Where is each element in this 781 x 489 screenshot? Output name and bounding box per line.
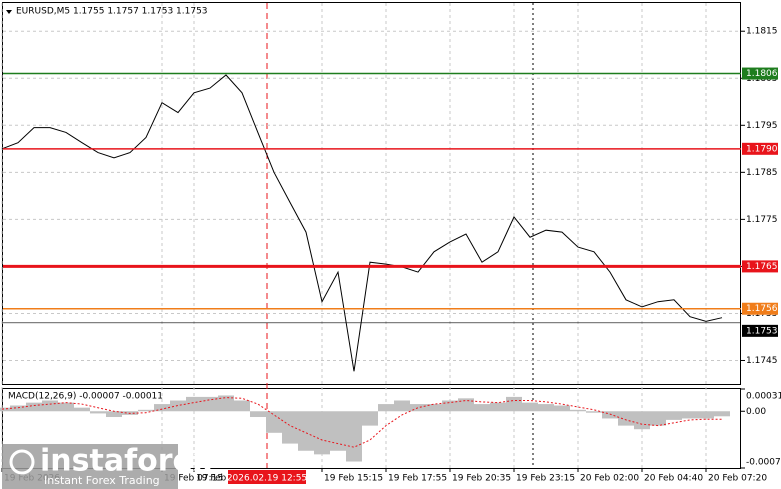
- macd-bar: [474, 404, 490, 412]
- level-label: 1.1753: [746, 326, 778, 336]
- x-tick-label: 19 Feb 23:15: [516, 474, 575, 484]
- y-tick-label: 0.00: [746, 407, 766, 417]
- x-tick-label: 19 Feb 15:15: [324, 474, 383, 484]
- macd-bar: [26, 402, 42, 412]
- crosshair-label: 2026.02.19 12:55: [227, 474, 307, 484]
- y-tick-label: 1.1785: [746, 168, 778, 178]
- macd-bar: [666, 411, 682, 420]
- macd-bar: [586, 411, 602, 413]
- macd-bar: [218, 395, 234, 412]
- level-box: [742, 324, 778, 337]
- y-tick-label: 1.1795: [746, 121, 778, 131]
- macd-bar: [442, 400, 458, 412]
- macd-bar: [314, 411, 330, 455]
- macd-bar: [330, 411, 346, 451]
- macd-bar: [554, 405, 570, 412]
- macd-bar: [538, 404, 554, 412]
- level-box: [742, 67, 778, 80]
- macd-bar: [74, 407, 90, 412]
- macd-bar: [634, 411, 650, 430]
- y-tick-label: -0.00079: [746, 458, 781, 468]
- watermark-brand: instaforex: [40, 444, 212, 479]
- level-box: [742, 260, 778, 273]
- macd-bar: [170, 400, 186, 412]
- macd-bar: [234, 400, 250, 412]
- y-tick-label: 0.00031: [746, 392, 781, 402]
- macd-signal: [1, 397, 722, 448]
- watermark-tagline: Instant Forex Trading: [44, 474, 160, 487]
- macd-bar: [266, 411, 282, 433]
- level-label: 1.1806: [746, 69, 778, 79]
- price-line: [1, 74, 723, 372]
- macd-bar: [250, 411, 266, 418]
- macd-bar: [490, 402, 506, 412]
- macd-bar: [458, 398, 474, 412]
- level-label: 1.1790: [746, 144, 778, 154]
- crosshair-box: [228, 470, 306, 484]
- level-box: [742, 302, 778, 315]
- macd-bar: [602, 411, 618, 419]
- macd-bar: [282, 411, 298, 444]
- macd-title: MACD(12,26,9) -0.00007 -0.00011: [8, 392, 163, 402]
- macd-bar: [362, 411, 378, 426]
- chart-title: EURUSD,M5 1.1755 1.1757 1.1753 1.1753: [16, 7, 208, 17]
- x-tick-label: 20 Feb 02:00: [580, 474, 639, 484]
- macd-bar: [154, 404, 170, 412]
- macd-bar: [522, 402, 538, 412]
- macd-bar: [378, 404, 394, 412]
- macd-bar: [618, 411, 634, 426]
- macd-bar: [42, 400, 58, 412]
- macd-bar: [138, 409, 154, 412]
- macd-bar: [570, 409, 586, 412]
- macd-bar: [410, 404, 426, 412]
- price-panel: [2, 2, 741, 385]
- x-tick-label: 19 Feb: [196, 474, 227, 484]
- level-label: 1.1756: [746, 304, 778, 314]
- x-tick-label: 19 Feb 20:35: [452, 474, 511, 484]
- macd-bar: [186, 396, 202, 412]
- level-label: 1.1765: [746, 262, 778, 272]
- watermark-logo: [9, 449, 35, 475]
- macd-bar: [0, 407, 10, 412]
- macd-bar: [346, 411, 362, 462]
- macd-bar: [506, 396, 522, 412]
- x-tick-label: 20 Feb 04:40: [644, 474, 703, 484]
- macd-bar: [698, 411, 714, 419]
- x-tick-label: 19 Feb 17:55: [388, 474, 447, 484]
- x-tick-label: 20 Feb 07:20: [708, 474, 767, 484]
- y-tick-label: 1.1745: [746, 356, 778, 366]
- x-tick-label: 19 Feb 07:15: [164, 474, 223, 484]
- y-tick-label: 1.1775: [746, 215, 778, 225]
- macd-bar: [682, 411, 698, 419]
- macd-bar: [394, 400, 410, 412]
- macd-bar: [714, 411, 730, 417]
- macd-bar: [426, 404, 442, 412]
- macd-bar: [298, 411, 314, 451]
- macd-bar: [650, 411, 666, 426]
- macd-bar: [10, 405, 26, 412]
- y-tick-label: 1.1815: [746, 27, 778, 37]
- macd-bar: [106, 411, 122, 418]
- macd-bar: [202, 396, 218, 412]
- macd-bar: [90, 411, 106, 414]
- level-box: [742, 142, 778, 155]
- symbol-arrow: [6, 10, 12, 14]
- macd-panel: [2, 388, 741, 469]
- macd-bar: [58, 402, 74, 412]
